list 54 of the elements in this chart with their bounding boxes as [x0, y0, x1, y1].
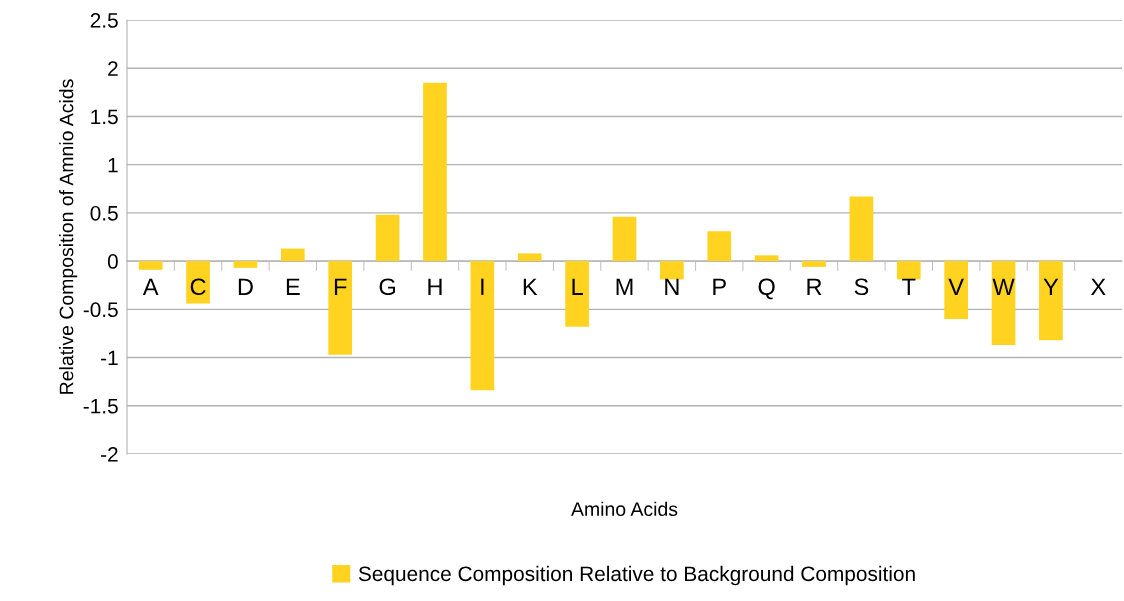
x-tick-label: V [948, 278, 964, 295]
bar [707, 231, 732, 262]
y-tick-label: 1.5 [91, 109, 118, 125]
x-tick-label: P [713, 278, 726, 295]
bar [233, 261, 258, 268]
y-tick-label: -2 [101, 447, 118, 462]
x-tick-label: W [992, 278, 1015, 295]
x-tick-label: Q [758, 278, 775, 300]
y-tick-label: -1 [101, 350, 118, 366]
bar [280, 248, 305, 262]
y-tick-label: -1.5 [83, 398, 118, 414]
x-tick-label: H [428, 278, 442, 295]
bar [517, 253, 542, 262]
bar [754, 255, 779, 262]
bar [138, 261, 163, 270]
x-tick-label: N [665, 278, 679, 295]
bar [944, 261, 969, 319]
x-tick-label: K [523, 278, 538, 295]
x-tick-label: T [902, 278, 916, 295]
y-tick-label: 2 [108, 61, 118, 76]
x-tick-label: F [334, 278, 347, 295]
bar [423, 82, 447, 262]
x-tick-label: A [142, 278, 159, 295]
bar [991, 261, 1016, 346]
x-tick-label: X [1090, 278, 1106, 295]
y-tick-label: 2.5 [90, 13, 118, 28]
x-tick-label: C [190, 278, 206, 296]
legend-label: Sequence Composition Relative to Background Composition [358, 565, 915, 586]
x-tick-label: M [616, 278, 633, 295]
x-tick-label: R [807, 278, 822, 295]
x-tick-label: E [286, 278, 300, 295]
bar [896, 261, 921, 280]
bar [186, 261, 210, 304]
y-tick-label: 0.5 [90, 205, 118, 221]
bar [470, 261, 495, 391]
bar [660, 261, 684, 280]
bar [612, 216, 637, 262]
bar [328, 261, 353, 355]
x-tick-label: I [481, 278, 484, 295]
bar [375, 214, 400, 262]
y-tick-label: -0.5 [83, 302, 118, 318]
x-tick-label: S [854, 278, 869, 296]
x-tick-label: D [238, 278, 253, 295]
x-tick-label: Y [1043, 278, 1059, 295]
y-tick-label: 0 [107, 254, 118, 269]
bar [565, 261, 589, 327]
bar [802, 261, 826, 267]
x-tick-label: L [572, 278, 583, 295]
x-tick-label: G [379, 278, 396, 296]
bar [1039, 261, 1063, 341]
y-tick-label: 1 [108, 157, 118, 173]
x-axis-title: Amino Acids [571, 501, 678, 517]
bar [849, 196, 874, 262]
y-axis-title: Relative Composition of Amnio Acids [59, 79, 78, 394]
